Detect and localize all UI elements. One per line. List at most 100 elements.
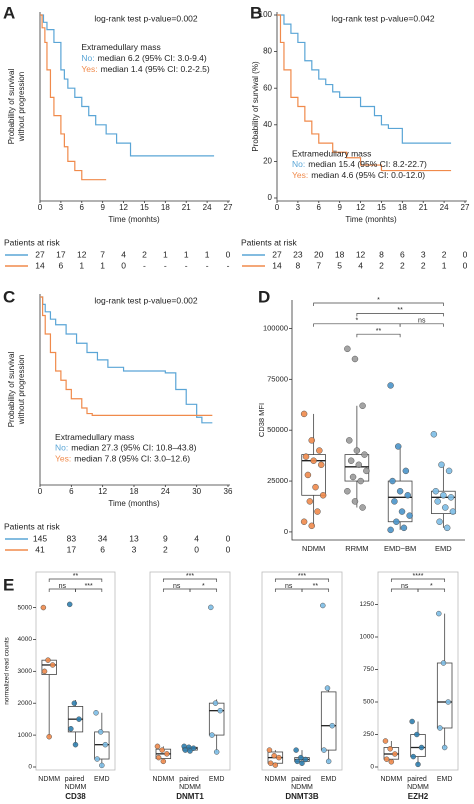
- y-axis-label: Probability of survival (%): [251, 61, 260, 152]
- y-tick-label: 25000: [267, 476, 288, 485]
- significance-bracket: [75, 588, 103, 592]
- panel-frame: [261, 571, 343, 771]
- data-point: [272, 762, 279, 768]
- data-point: [391, 498, 398, 505]
- data-point: [387, 526, 394, 534]
- data-point: [164, 751, 170, 757]
- gene-label: EZH2: [408, 792, 429, 801]
- x-tick-label: 6: [80, 203, 85, 212]
- risk-count: 1: [100, 260, 105, 270]
- legend-name: No:: [55, 443, 68, 453]
- significance-label: ns: [418, 318, 426, 325]
- data-point: [351, 498, 359, 505]
- x-tick-label: NDMM: [302, 544, 325, 553]
- data-point: [71, 700, 78, 706]
- data-point: [324, 685, 331, 691]
- data-point: [349, 473, 357, 481]
- y-tick-label: 1000: [18, 732, 33, 739]
- legend-entry: No: median 15.4 (95% CI: 8.2-22.7): [292, 159, 427, 169]
- data-point: [93, 710, 99, 716]
- data-point: [346, 437, 353, 444]
- y-tick-label: 0: [284, 527, 288, 536]
- data-point: [398, 508, 406, 515]
- significance-label: ns: [401, 583, 409, 590]
- data-point: [304, 471, 312, 479]
- significance-label: ***: [85, 583, 93, 590]
- label-line: paired: [65, 776, 86, 783]
- significance-bracket: [162, 578, 218, 582]
- box: [320, 691, 337, 751]
- significance-label: *: [377, 297, 380, 304]
- risk-count: 2: [379, 260, 384, 270]
- data-point: [434, 498, 441, 505]
- legend-median: median 27.3 (95% CI: 10.8–43.8): [71, 443, 196, 453]
- risk-count: 14: [272, 260, 282, 270]
- data-point: [388, 759, 395, 765]
- risk-count: 18: [335, 249, 345, 259]
- y-axis-label: without progression: [17, 355, 26, 425]
- significance-label: *: [356, 318, 359, 325]
- gene-label: DNMT1: [176, 792, 204, 801]
- significance-bracket: [356, 333, 401, 338]
- y-tick-label: 0: [28, 764, 32, 771]
- x-tick-label: 15: [377, 203, 386, 212]
- risk-count: 9: [163, 533, 168, 543]
- x-tick-label: EMD: [209, 776, 225, 783]
- x-tick-label: paired NDMM: [179, 776, 201, 791]
- y-tick-label: 100000: [263, 323, 288, 332]
- data-point: [68, 725, 74, 732]
- data-point: [97, 729, 104, 735]
- gene-label: CD38: [65, 792, 86, 801]
- legend-title: Extramedullary mass: [81, 42, 160, 52]
- data-point: [410, 753, 417, 760]
- risk-count: 41: [35, 544, 45, 554]
- y-tick-label: 750: [363, 666, 374, 673]
- significance-bracket: [189, 588, 218, 592]
- data-point: [49, 662, 56, 668]
- data-point: [308, 437, 315, 444]
- x-tick-label: 15: [140, 203, 149, 212]
- data-point: [308, 522, 315, 530]
- data-point: [404, 492, 411, 499]
- risk-count: 20: [314, 249, 324, 259]
- data-point: [306, 498, 314, 505]
- survival-curve: [40, 14, 215, 157]
- data-point: [440, 492, 447, 499]
- data-point: [409, 718, 415, 725]
- data-point: [389, 477, 396, 485]
- legend-entry: No: median 27.3 (95% CI: 10.8–43.8): [55, 443, 197, 453]
- risk-count: 14: [35, 260, 45, 270]
- label-line: paired: [179, 776, 200, 783]
- data-point: [357, 477, 364, 485]
- data-point: [208, 604, 214, 611]
- risk-table-title: Patients at risk: [241, 237, 297, 247]
- y-tick-label: 1250: [360, 601, 375, 608]
- data-point: [102, 741, 109, 748]
- risk-count: 4: [358, 260, 363, 270]
- y-tick-label: 80: [263, 47, 272, 56]
- data-point: [294, 758, 301, 765]
- box: [387, 480, 413, 523]
- panel-label: D: [258, 287, 270, 306]
- x-tick-label: EMD: [94, 776, 110, 783]
- x-tick-label: NDMM: [38, 776, 60, 783]
- x-tick-label: 3: [296, 203, 301, 212]
- data-point: [394, 443, 402, 450]
- data-point: [182, 747, 189, 753]
- data-point: [217, 707, 223, 714]
- label-line: NDMM: [407, 784, 429, 791]
- x-tick-label: 6: [69, 487, 74, 496]
- data-point: [41, 668, 48, 675]
- risk-count: 8: [379, 249, 384, 259]
- data-point: [400, 524, 408, 532]
- data-point: [415, 761, 421, 768]
- survival-curve: [40, 296, 213, 416]
- risk-count: 6: [100, 544, 105, 554]
- legend-name: No:: [81, 53, 94, 63]
- risk-count: 4: [194, 533, 199, 543]
- data-point: [46, 733, 52, 740]
- data-point: [396, 487, 404, 495]
- box: [436, 662, 453, 729]
- survival-curve: [277, 14, 452, 172]
- survival-curve: [40, 14, 107, 181]
